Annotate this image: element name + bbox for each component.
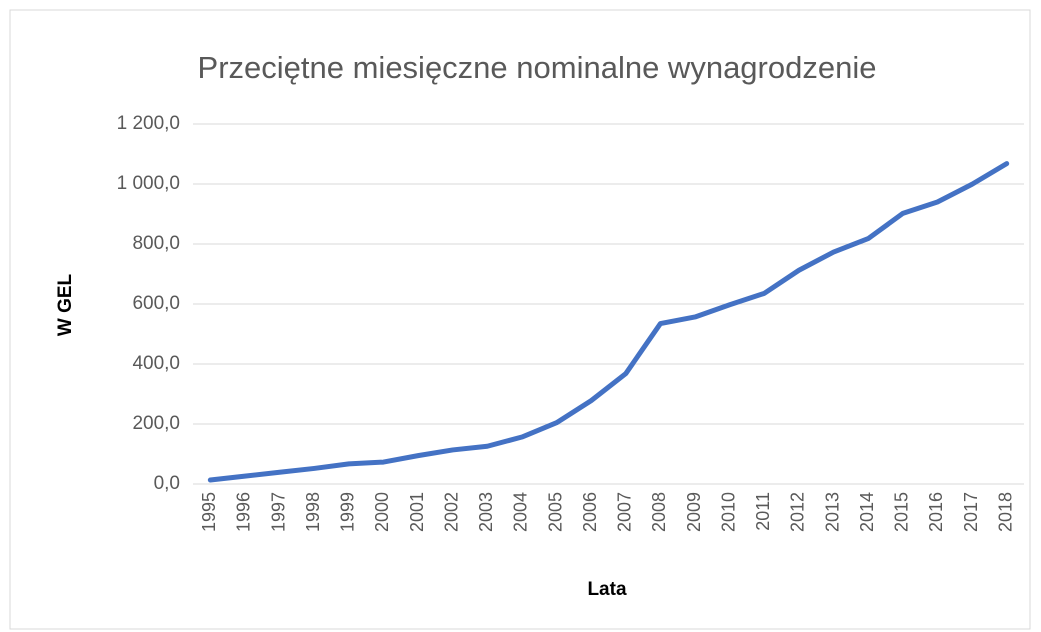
x-tick-label: 2012 [788,492,808,532]
x-tick-label: 2003 [476,492,496,532]
y-tick-label: 1 200,0 [117,113,180,134]
y-tick-label: 0,0 [154,473,180,494]
y-tick-label: 600,0 [132,293,180,314]
y-tick-label: 400,0 [132,353,180,374]
x-tick-label: 2001 [407,492,427,532]
x-tick-label: 2002 [441,492,461,532]
x-tick-label: 2006 [580,492,600,532]
y-tick-label: 200,0 [132,413,180,434]
x-tick-label: 1999 [338,492,358,532]
y-tick-label: 1 000,0 [117,173,180,194]
x-tick-label: 2015 [892,492,912,532]
x-tick-label: 2011 [753,492,773,531]
x-tick-label: 2004 [511,492,531,532]
line-series [207,161,1010,483]
x-tick-label: 2008 [649,492,669,532]
x-tick-label: 1996 [234,492,254,532]
x-tick-label: 1997 [268,492,288,532]
x-tick-label: 2018 [995,492,1015,532]
x-tick-label: 1998 [303,492,323,532]
x-tick-label: 2009 [684,492,704,532]
x-axis-label: Lata [587,579,627,600]
x-tick-label: 2014 [857,492,877,532]
y-axis-label: W GEL [55,273,76,336]
x-tick-label: 2000 [372,492,392,532]
x-tick-label: 2016 [926,492,946,532]
x-tick-label: 2010 [718,492,738,532]
chart-title: Przeciętne miesięczne nominalne wynagrod… [198,50,877,85]
x-tick-label: 2013 [822,492,842,532]
x-tick-label: 1995 [199,492,219,532]
x-tick-label: 2017 [961,492,981,532]
x-tick-label: 2005 [545,492,565,532]
chart-frame [9,9,1031,630]
x-tick-label: 2007 [615,492,635,532]
y-tick-label: 800,0 [132,233,180,254]
